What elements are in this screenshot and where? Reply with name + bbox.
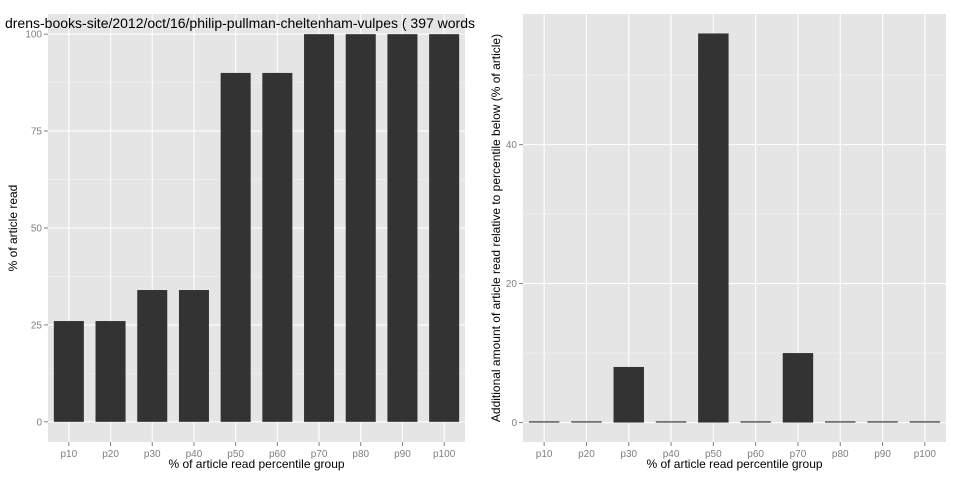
- right-x-tick-label: p40: [663, 449, 680, 460]
- left-bar-p40: [178, 290, 209, 422]
- right-chart-panel: 0 20 40 p10 p20 p30 p40 p50 p60 p70 p80 p90 p100 % of…: [489, 14, 946, 471]
- right-x-tick-label: p30: [620, 449, 637, 460]
- left-x-tick-label: p80: [352, 449, 369, 460]
- right-x-tick-label: p20: [578, 449, 595, 460]
- left-x-tick-label: p70: [311, 449, 328, 460]
- right-y-tick-label: 0: [511, 418, 517, 429]
- right-y-axis-title: Additional amount of article read relati…: [489, 34, 503, 422]
- right-x-tick-label: p60: [747, 449, 764, 460]
- left-x-tick-label: p30: [144, 449, 161, 460]
- right-bar-p100: [909, 421, 941, 423]
- right-x-tick-label: p50: [705, 449, 722, 460]
- right-x-tick-label: p80: [832, 449, 849, 460]
- right-y-tick-label: 40: [506, 140, 518, 151]
- left-x-tick-label: p10: [61, 449, 78, 460]
- left-bar-p10: [53, 321, 84, 422]
- right-x-tick-label: p70: [790, 449, 807, 460]
- left-y-tick-label: 75: [31, 127, 43, 138]
- left-x-tick-label: p100: [433, 449, 456, 460]
- right-bar-p30: [613, 366, 644, 423]
- right-panel-background: [523, 14, 946, 442]
- left-x-tick-label: p40: [186, 449, 203, 460]
- right-x-tick-label: p90: [874, 449, 891, 460]
- left-bar-p70: [304, 34, 335, 422]
- right-bar-p20: [571, 421, 602, 423]
- right-bar-p10: [528, 421, 560, 423]
- left-y-tick-label: 0: [36, 417, 42, 428]
- left-bar-p20: [95, 321, 126, 422]
- left-y-tick-label: 50: [31, 224, 43, 235]
- right-bar-p60: [740, 421, 771, 423]
- right-x-tick-label: p100: [914, 449, 937, 460]
- right-bar-p90: [867, 421, 898, 423]
- right-bar-p80: [825, 421, 856, 423]
- left-chart-title: drens-books-site/2012/oct/16/philip-pull…: [5, 15, 475, 31]
- right-bar-p40: [655, 421, 687, 423]
- right-x-tick-label: p10: [536, 449, 553, 460]
- left-bar-p100: [429, 34, 460, 422]
- left-bar-p30: [137, 290, 168, 422]
- left-x-axis-title: % of article read percentile group: [168, 457, 344, 471]
- left-chart-panel: 0 25 50 75 100 p10 p20 p30 p40 p50 p60 p70 p80 p90 p10…: [5, 14, 475, 471]
- left-bar-p60: [262, 72, 293, 422]
- right-bar-p70: [782, 353, 814, 423]
- left-x-tick-label: p90: [394, 449, 411, 460]
- left-bar-p80: [345, 34, 376, 422]
- right-bar-p50: [698, 33, 729, 423]
- left-x-tick-label: p20: [102, 449, 119, 460]
- left-bar-p90: [387, 34, 418, 422]
- left-y-tick-label: 25: [31, 320, 43, 331]
- left-bar-p50: [220, 72, 251, 422]
- left-y-axis-title: % of article read: [6, 185, 20, 272]
- left-x-tick-label: p50: [227, 449, 244, 460]
- left-x-tick-label: p60: [269, 449, 286, 460]
- right-x-axis-title: % of article read percentile group: [646, 457, 822, 471]
- left-y-tick-label: 100: [25, 30, 42, 41]
- right-y-tick-label: 20: [506, 279, 518, 290]
